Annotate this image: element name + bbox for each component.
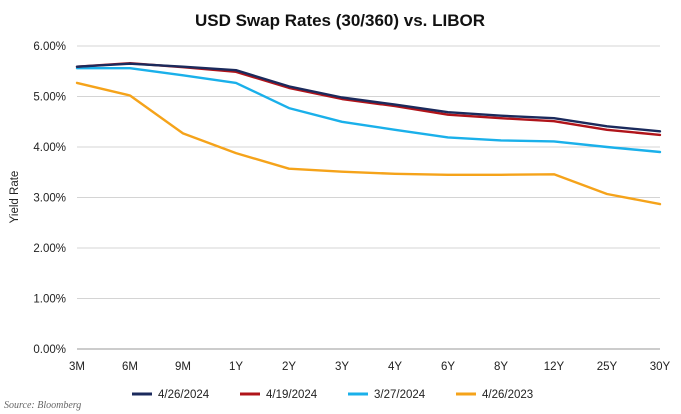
x-tick-label: 30Y xyxy=(650,361,671,373)
legend-label: 4/26/2023 xyxy=(482,389,533,401)
series-line-4/26/2024 xyxy=(75,62,662,133)
x-tick-label: 12Y xyxy=(544,361,565,373)
x-tick-label: 6Y xyxy=(441,361,455,373)
y-tick-label: 6.00% xyxy=(33,41,66,53)
x-tick-label: 1Y xyxy=(229,361,243,373)
y-axis-label: Yield Rate xyxy=(9,171,21,224)
y-tick-label: 1.00% xyxy=(33,294,66,306)
x-tick-label: 8Y xyxy=(494,361,508,373)
y-tick-label: 3.00% xyxy=(33,193,66,205)
legend-label: 4/19/2024 xyxy=(266,389,318,401)
y-tick-label: 2.00% xyxy=(33,243,66,255)
x-tick-label: 4Y xyxy=(388,361,402,373)
x-tick-label: 3M xyxy=(69,361,85,373)
legend-label: 3/27/2024 xyxy=(374,389,426,401)
x-tick-label: 25Y xyxy=(597,361,618,373)
y-tick-label: 0.00% xyxy=(33,344,66,356)
x-tick-label: 2Y xyxy=(282,361,296,373)
legend-label: 4/26/2024 xyxy=(158,389,210,401)
series-line-3/27/2024 xyxy=(75,66,662,154)
y-tick-label: 5.00% xyxy=(33,92,66,104)
legend: 4/26/2024 4/19/2024 3/27/2024 4/26/2023 xyxy=(132,389,533,401)
series-lines xyxy=(75,62,662,206)
x-tick-label: 3Y xyxy=(335,361,349,373)
y-tick-labels: 0.00% 1.00% 2.00% 3.00% 4.00% 5.00% 6.00% xyxy=(33,41,66,356)
y-tick-label: 4.00% xyxy=(33,142,66,154)
chart-title: USD Swap Rates (30/360) vs. LIBOR xyxy=(195,11,485,30)
x-tick-labels: 3M 6M 9M 1Y 2Y 3Y 4Y 6Y 8Y 12Y 25Y 30Y xyxy=(69,361,671,373)
series-line-4/26/2023 xyxy=(75,81,662,206)
source-note: Source: Bloomberg xyxy=(4,400,81,411)
gridlines xyxy=(77,45,660,350)
x-tick-label: 9M xyxy=(175,361,191,373)
x-tick-label: 6M xyxy=(122,361,138,373)
